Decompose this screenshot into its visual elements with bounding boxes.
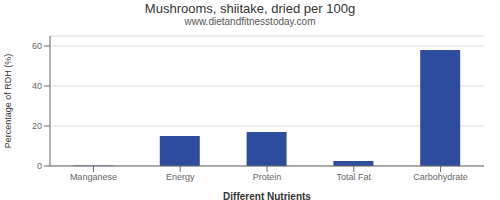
html-text:Mushrooms, shiitake, dried per: Mushrooms, shiitake, dried per 100g bbox=[144, 1, 356, 16]
svg-text:Energy: Energy bbox=[166, 172, 195, 182]
html-text:www.dietandfitnesstoday.com: www.dietandfitnesstoday.com bbox=[184, 16, 316, 28]
svg-text:Carbohydrate: Carbohydrate bbox=[413, 172, 468, 182]
svg-text:40: 40 bbox=[32, 81, 42, 91]
svg-text:0: 0 bbox=[37, 161, 42, 171]
svg-text:Manganese: Manganese bbox=[70, 172, 117, 182]
svg-text:Total Fat: Total Fat bbox=[337, 172, 372, 182]
svg-text:Protein: Protein bbox=[253, 172, 282, 182]
svg-text:Different Nutrients: Different Nutrients bbox=[223, 191, 311, 200]
svg-text:20: 20 bbox=[32, 121, 42, 131]
svg-text:60: 60 bbox=[32, 41, 42, 51]
svg-text:Percentage of RDH (%): Percentage of RDH (%) bbox=[8, 54, 13, 149]
